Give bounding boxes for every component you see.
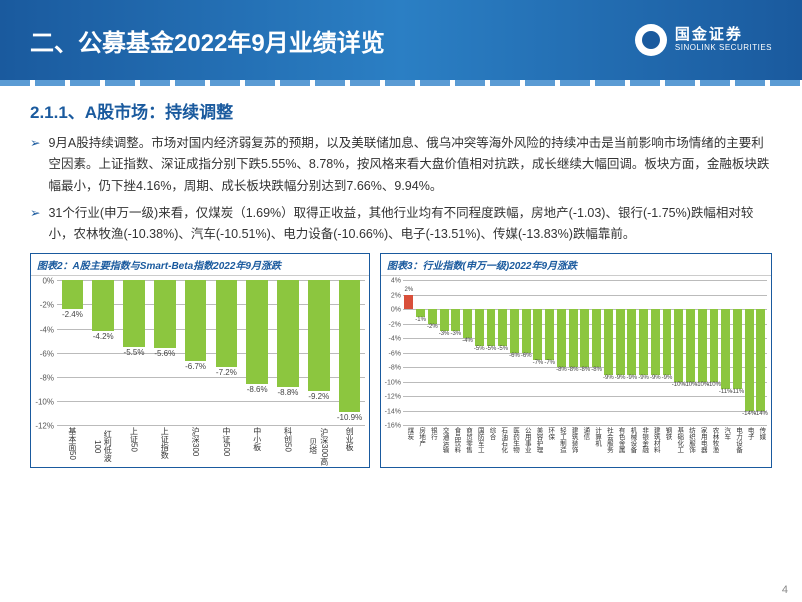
chart-1-footer: 来源：Wind，国金证券研究所: [31, 465, 369, 468]
chart-2-title: 图表3：行业指数(申万一级)2022年9月涨跌: [381, 254, 771, 276]
chart-2: 图表3：行业指数(申万一级)2022年9月涨跌 4%2%0%-2%-4%-6%-…: [380, 253, 772, 468]
chart-1: 图表2：A股主要指数与Smart-Beta指数2022年9月涨跌 0%-2%-4…: [30, 253, 370, 468]
header-title: 二、公募基金2022年9月业绩详览: [30, 23, 385, 58]
bullet-marker: ➢: [30, 203, 40, 246]
header-bar: 二、公募基金2022年9月业绩详览 国金证券 SINOLINK SECURITI…: [0, 0, 802, 80]
bullets: ➢ 9月A股持续调整。市场对国内经济弱复苏的预期，以及美联储加息、俄乌冲突等海外…: [30, 133, 772, 245]
content: 2.1.1、A股市场：持续调整 ➢ 9月A股持续调整。市场对国内经济弱复苏的预期…: [0, 80, 802, 245]
chart-1-title: 图表2：A股主要指数与Smart-Beta指数2022年9月涨跌: [31, 254, 369, 276]
logo-text: 国金证券 SINOLINK SECURITIES: [675, 27, 772, 52]
bullet-item: ➢ 9月A股持续调整。市场对国内经济弱复苏的预期，以及美联储加息、俄乌冲突等海外…: [30, 133, 772, 197]
chart-1-area: 0%-2%-4%-6%-8%-10%-12%-2.4%-4.2%-5.5%-5.…: [31, 276, 369, 465]
page-number: 4: [782, 584, 788, 596]
chart-2-footer: 来源：Wind，国金证券研究所: [381, 465, 771, 468]
charts-row: 图表2：A股主要指数与Smart-Beta指数2022年9月涨跌 0%-2%-4…: [0, 253, 802, 468]
logo: 国金证券 SINOLINK SECURITIES: [635, 24, 772, 56]
logo-icon: [635, 24, 667, 56]
bullet-marker: ➢: [30, 133, 40, 197]
bullet-text: 9月A股持续调整。市场对国内经济弱复苏的预期，以及美联储加息、俄乌冲突等海外风险…: [48, 133, 772, 197]
section-title: 2.1.1、A股市场：持续调整: [30, 98, 772, 123]
logo-en: SINOLINK SECURITIES: [675, 44, 772, 53]
bullet-text: 31个行业(申万一级)来看，仅煤炭（1.69%）取得正收益，其他行业均有不同程度…: [48, 203, 772, 246]
logo-cn: 国金证券: [675, 27, 772, 44]
chart-2-area: 4%2%0%-2%-4%-6%-8%-10%-12%-14%-16%2%-1%-…: [381, 276, 771, 465]
bullet-item: ➢ 31个行业(申万一级)来看，仅煤炭（1.69%）取得正收益，其他行业均有不同…: [30, 203, 772, 246]
